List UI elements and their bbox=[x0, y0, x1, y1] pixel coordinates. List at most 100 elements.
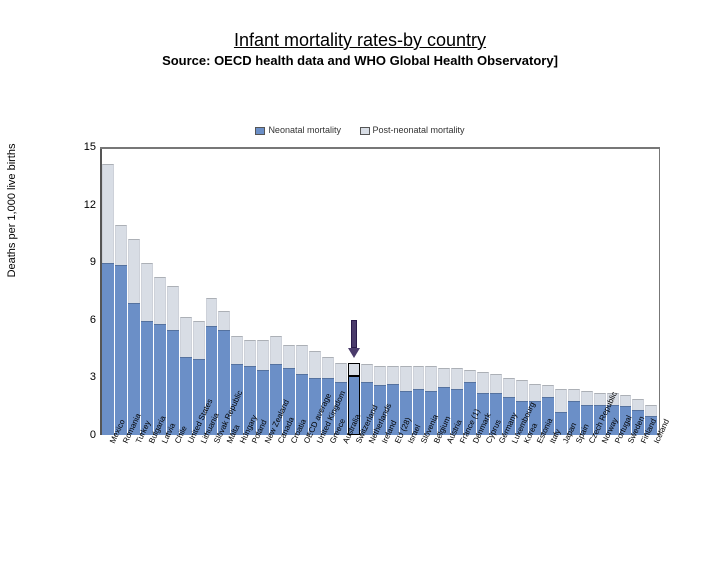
legend-label: Neonatal mortality bbox=[268, 125, 341, 135]
chart-container: Neonatal mortality Post-neonatal mortali… bbox=[50, 125, 670, 525]
x-axis-label: Austria bbox=[439, 437, 451, 525]
bar-segment-postneonatal bbox=[167, 286, 179, 330]
bar-column bbox=[594, 149, 606, 435]
bar-segment-neonatal bbox=[180, 357, 192, 435]
bar-column bbox=[438, 149, 450, 435]
x-axis-label: OECD average bbox=[296, 437, 308, 525]
legend-item-postneonatal: Post-neonatal mortality bbox=[360, 125, 465, 135]
bar-column bbox=[348, 149, 360, 435]
x-axis-label: Lithuania bbox=[193, 437, 205, 525]
bar-segment-postneonatal bbox=[581, 391, 593, 404]
bar-column bbox=[361, 149, 373, 435]
bar-segment-postneonatal bbox=[568, 389, 580, 400]
legend-swatch-postneonatal bbox=[360, 127, 370, 135]
bar-segment-neonatal bbox=[102, 263, 114, 435]
bar-column bbox=[102, 149, 114, 435]
bar-segment-postneonatal bbox=[244, 340, 256, 367]
bar-column bbox=[413, 149, 425, 435]
bar-segment-postneonatal bbox=[387, 366, 399, 383]
bar-segment-postneonatal bbox=[451, 368, 463, 389]
bar-column bbox=[180, 149, 192, 435]
bar-column bbox=[257, 149, 269, 435]
bar-segment-postneonatal bbox=[231, 336, 243, 365]
bar-segment-postneonatal bbox=[257, 340, 269, 371]
x-axis-label: Norway bbox=[594, 437, 606, 525]
bar-column bbox=[193, 149, 205, 435]
y-tick: 0 bbox=[50, 429, 96, 441]
bar-column bbox=[309, 149, 321, 435]
bar-segment-postneonatal bbox=[490, 374, 502, 393]
bar-column bbox=[490, 149, 502, 435]
bar-segment-postneonatal bbox=[413, 366, 425, 389]
x-axis-label: Belgium bbox=[426, 437, 438, 525]
x-axis-label: Iceland bbox=[646, 437, 658, 525]
x-axis-label: United States bbox=[180, 437, 192, 525]
x-axis-label: Denmark bbox=[465, 437, 477, 525]
x-axis-label: Slovak Republic bbox=[206, 437, 218, 525]
y-tick: 12 bbox=[50, 199, 96, 211]
bar-segment-postneonatal bbox=[542, 385, 554, 396]
bar-segment-postneonatal bbox=[193, 321, 205, 359]
bar-segment-postneonatal bbox=[464, 370, 476, 381]
bar-segment-neonatal bbox=[167, 330, 179, 435]
bar-column bbox=[529, 149, 541, 435]
bar-segment-postneonatal bbox=[270, 336, 282, 365]
bar-column bbox=[374, 149, 386, 435]
bar-column bbox=[296, 149, 308, 435]
highlight-arrow-icon bbox=[348, 320, 360, 358]
x-axis-label: Romania bbox=[115, 437, 127, 525]
bar-segment-postneonatal bbox=[361, 364, 373, 381]
x-axis-label: New Zealand bbox=[257, 437, 269, 525]
bar-column bbox=[451, 149, 463, 435]
chart-subtitle: Source: OECD health data and WHO Global … bbox=[0, 53, 720, 68]
x-axis-label: France (1) bbox=[452, 437, 464, 525]
bar-column bbox=[555, 149, 567, 435]
bar-segment-postneonatal bbox=[141, 263, 153, 320]
x-axis-label: Croatia bbox=[283, 437, 295, 525]
x-axis-label: Greece bbox=[322, 437, 334, 525]
x-axis-label: Canada bbox=[270, 437, 282, 525]
bar-segment-postneonatal bbox=[438, 368, 450, 387]
x-axis-label: Latvia bbox=[154, 437, 166, 525]
x-axis-label: Netherlands bbox=[361, 437, 373, 525]
y-axis-label: Deaths per 1,000 live births bbox=[6, 144, 18, 278]
bar-column bbox=[154, 149, 166, 435]
x-axis-label: Germany bbox=[491, 437, 503, 525]
bar-column bbox=[542, 149, 554, 435]
legend-swatch-neonatal bbox=[255, 127, 265, 135]
x-axis-label: Ireland bbox=[374, 437, 386, 525]
bar-segment-postneonatal bbox=[218, 311, 230, 330]
bar-column bbox=[568, 149, 580, 435]
x-axis-label: Spain bbox=[568, 437, 580, 525]
bar-column bbox=[464, 149, 476, 435]
x-axis-label: Estonia bbox=[529, 437, 541, 525]
bar-segment-postneonatal bbox=[374, 366, 386, 385]
bar-column bbox=[503, 149, 515, 435]
bar-segment-neonatal bbox=[141, 321, 153, 435]
x-axis-label: Turkey bbox=[128, 437, 140, 525]
x-axis-label: Japan bbox=[555, 437, 567, 525]
bars-container bbox=[100, 149, 659, 435]
x-axis-label: Australia bbox=[335, 437, 347, 525]
bar-column bbox=[141, 149, 153, 435]
x-axis-label: Slovenia bbox=[413, 437, 425, 525]
x-axis-label: Mexico bbox=[102, 437, 114, 525]
x-axis-label: Portugal bbox=[607, 437, 619, 525]
bar-segment-postneonatal bbox=[348, 363, 360, 376]
bar-column bbox=[128, 149, 140, 435]
bar-segment-postneonatal bbox=[128, 239, 140, 304]
bar-column bbox=[400, 149, 412, 435]
bar-column bbox=[516, 149, 528, 435]
x-axis-label: Czech Republic bbox=[581, 437, 593, 525]
bar-column bbox=[425, 149, 437, 435]
x-axis-label: Israel bbox=[400, 437, 412, 525]
x-axis-labels: MexicoRomaniaTurkeyBulgariaLatviaChileUn… bbox=[100, 437, 660, 525]
y-tick: 9 bbox=[50, 256, 96, 268]
bar-segment-postneonatal bbox=[283, 345, 295, 368]
x-axis-label: Chile bbox=[167, 437, 179, 525]
bar-segment-postneonatal bbox=[425, 366, 437, 391]
bar-column bbox=[387, 149, 399, 435]
legend-item-neonatal: Neonatal mortality bbox=[255, 125, 341, 135]
legend-label: Post-neonatal mortality bbox=[373, 125, 465, 135]
x-axis-label: Sweden bbox=[620, 437, 632, 525]
